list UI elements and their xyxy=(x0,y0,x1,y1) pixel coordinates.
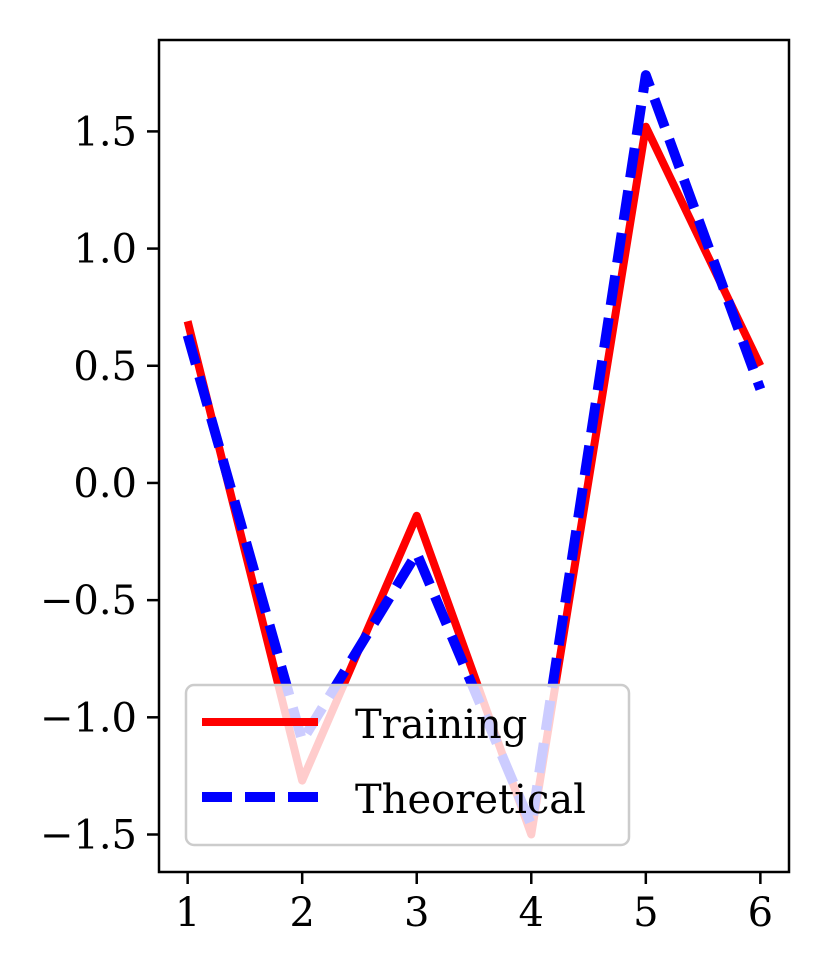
y-tick-label: 1.0 xyxy=(73,227,137,273)
x-tick-label: 2 xyxy=(289,890,314,936)
legend: Training Theoretical xyxy=(184,683,631,847)
x-tick-label: 6 xyxy=(748,890,773,936)
legend-label-theoretical: Theoretical xyxy=(355,777,586,823)
plot-frame xyxy=(157,38,791,874)
x-axis: 1 2 3 4 5 6 xyxy=(175,872,773,936)
y-tick-label: 0.5 xyxy=(73,344,137,390)
y-tick-label: 0.0 xyxy=(73,461,137,507)
legend-label-training: Training xyxy=(355,702,527,748)
y-axis: −1.5 −1.0 −0.5 0.0 0.5 1.0 1.5 xyxy=(40,109,159,859)
x-tick-label: 1 xyxy=(175,890,200,936)
y-tick-label: −1.5 xyxy=(40,813,137,859)
x-tick-label: 4 xyxy=(519,890,544,936)
y-tick-label: −1.0 xyxy=(40,695,137,741)
y-tick-label: 1.5 xyxy=(73,109,137,155)
x-tick-label: 3 xyxy=(404,890,429,936)
x-tick-label: 5 xyxy=(633,890,658,936)
y-tick-label: −0.5 xyxy=(40,578,137,624)
